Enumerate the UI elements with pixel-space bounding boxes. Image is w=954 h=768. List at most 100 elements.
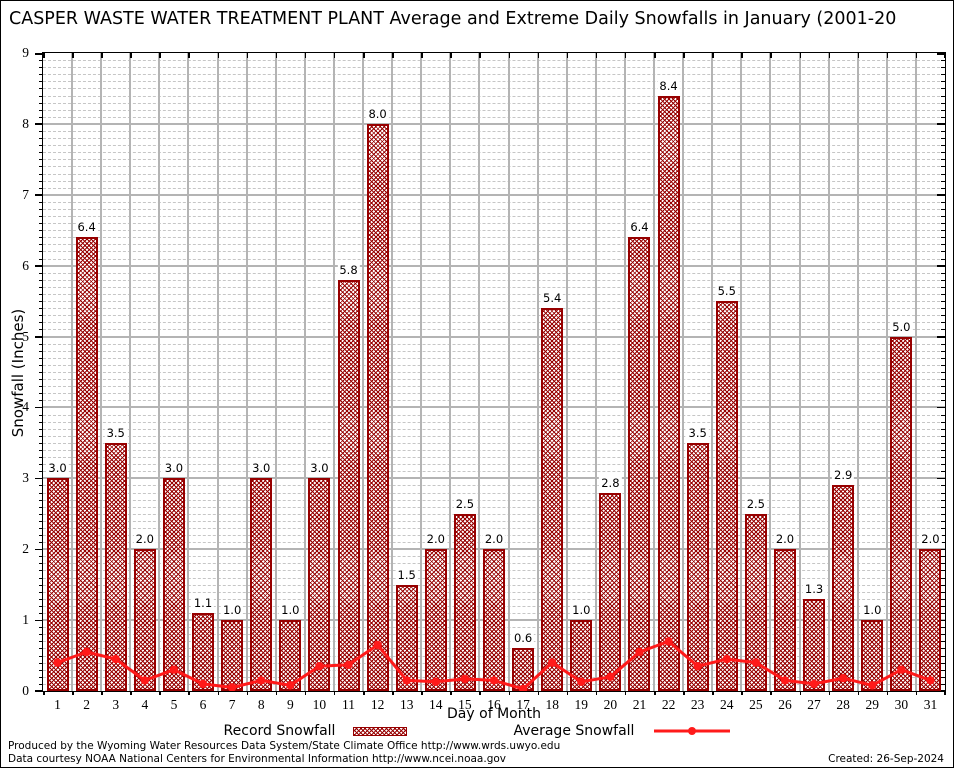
record-snowfall-bar [104,442,127,691]
y-minor-tick-right [941,109,945,111]
bottom-day-tick [566,691,569,695]
y-minor-tick-right [941,492,945,494]
top-day-tick [944,53,946,58]
record-snowfall-bar [75,237,98,691]
y-minor-tick-right [941,676,945,678]
top-day-tick [43,53,45,58]
top-day-tick [828,53,831,58]
record-snowfall-bar [599,492,622,691]
record-snowfall-bar [453,513,476,691]
y-minor-tick [39,272,43,274]
y-minor-tick-right [941,244,945,246]
y-minor-tick [39,145,43,147]
bottom-day-tick [101,691,103,695]
bar-value-label: 3.0 [46,461,69,476]
record-snowfall-bar [803,598,826,691]
y-major-tick [35,53,43,55]
y-minor-tick [39,641,43,643]
bar-value-label: 2.0 [773,532,797,547]
x-tick-label: 12 [370,697,385,712]
y-minor-tick [39,676,43,678]
minor-gridline [43,513,945,515]
chart-title: CASPER WASTE WATER TREATMENT PLANT Avera… [9,9,897,29]
day-boundary-gridline [769,53,772,691]
bar-value-label: 3.0 [308,461,331,476]
y-minor-tick-right [941,683,945,685]
y-minor-tick [39,605,43,607]
y-minor-tick-right [941,322,945,324]
y-minor-tick [39,563,43,565]
y-minor-tick [39,584,43,586]
record-snowfall-bar [483,549,505,691]
minor-gridline [43,499,945,501]
bottom-day-tick [654,691,656,695]
y-minor-tick [39,598,43,600]
x-tick-label: 7 [228,697,236,712]
top-day-tick [566,53,569,58]
x-tick-label: 31 [923,697,938,712]
top-day-tick [101,53,103,58]
x-tick-label: 9 [286,697,294,712]
bottom-day-tick [944,691,946,695]
y-minor-tick-right [941,329,945,331]
y-tick-label: 6 [22,257,29,273]
y-major-tick-right [937,194,945,196]
bar-value-label: 1.0 [861,603,884,618]
minor-gridline [43,386,945,388]
bar-value-label: 8.0 [366,106,389,121]
y-minor-tick [39,251,43,253]
y-major-tick-right [937,265,945,267]
y-minor-tick-right [941,535,945,537]
day-boundary-gridline [332,53,335,691]
y-minor-tick-right [941,421,945,423]
y-minor-tick [39,343,43,345]
day-boundary-gridline [245,53,248,691]
footer-data-courtesy: Data courtesy NOAA National Centers for … [8,753,507,765]
minor-gridline [43,258,945,260]
top-day-tick [886,53,889,58]
major-gridline [43,477,945,480]
top-day-tick [741,53,743,58]
bar-value-label: 1.1 [191,596,215,611]
y-minor-tick-right [941,464,945,466]
y-minor-tick [39,322,43,324]
minor-gridline [43,116,945,118]
x-tick-label: 1 [54,697,61,712]
y-major-tick [35,123,43,125]
x-tick-label: 22 [661,697,676,712]
day-boundary-gridline [536,53,539,691]
y-minor-tick [39,577,43,579]
y-minor-tick [39,60,43,62]
minor-gridline [43,329,945,331]
y-minor-tick-right [941,563,945,565]
minor-gridline [43,343,945,345]
minor-gridline [43,272,945,274]
bottom-day-tick [508,691,511,695]
y-minor-tick [39,683,43,685]
bar-value-label: 2.0 [919,532,942,547]
x-tick-label: 17 [516,697,530,712]
y-minor-tick-right [941,435,945,437]
y-minor-tick-right [941,499,945,501]
record-snowfall-bar [890,336,913,691]
y-minor-tick [39,279,43,281]
bar-value-label: 5.0 [890,319,913,334]
footer-attribution: Produced by the Wyoming Water Resources … [8,740,561,752]
y-minor-tick-right [941,350,945,352]
minor-gridline [43,244,945,246]
bottom-day-tick [188,691,190,695]
y-minor-tick-right [941,527,945,529]
top-day-tick [595,53,598,58]
y-minor-tick [39,329,43,331]
bottom-day-tick [886,691,889,695]
y-tick-label: 1 [22,612,29,628]
minor-gridline [43,400,945,402]
y-major-tick-right [937,336,945,338]
y-minor-tick [39,166,43,168]
day-boundary-gridline [885,53,888,691]
y-major-tick [35,406,43,409]
top-day-tick [537,53,540,58]
x-tick-label: 26 [778,697,792,712]
y-minor-tick-right [941,223,945,225]
y-minor-tick-right [941,442,945,444]
